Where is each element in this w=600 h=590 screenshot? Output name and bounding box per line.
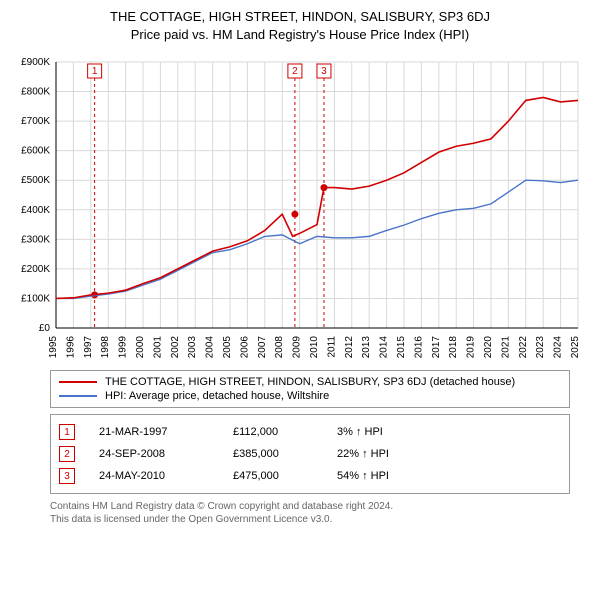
legend-row: THE COTTAGE, HIGH STREET, HINDON, SALISB… xyxy=(59,375,561,389)
chart-area: £0 £100K £200K £300K £400K £500K £600K £700K £80… xyxy=(10,52,590,362)
x-tick-label: 1997 xyxy=(83,336,94,359)
x-tick-label: 2017 xyxy=(431,336,442,359)
y-tick-label: £500K xyxy=(21,176,50,187)
legend-row: HPI: Average price, detached house, Wilt… xyxy=(59,389,561,403)
legend-label: HPI: Average price, detached house, Wilt… xyxy=(105,390,329,402)
x-tick-label: 2025 xyxy=(570,336,581,359)
attribution: Contains HM Land Registry data © Crown c… xyxy=(50,500,570,526)
legend-swatch xyxy=(59,395,97,397)
event-row: 3 24-MAY-2010 £475,000 54% ↑ HPI xyxy=(59,465,561,487)
event-date: 21-MAR-1997 xyxy=(99,426,209,438)
event-price: £385,000 xyxy=(233,448,313,460)
event-row: 2 24-SEP-2008 £385,000 22% ↑ HPI xyxy=(59,443,561,465)
x-tick-label: 2013 xyxy=(361,336,372,359)
attribution-line-2: This data is licensed under the Open Gov… xyxy=(50,513,570,526)
x-tick-label: 2006 xyxy=(239,336,250,359)
event-row: 1 21-MAR-1997 £112,000 3% ↑ HPI xyxy=(59,421,561,443)
x-tick-label: 2021 xyxy=(500,336,511,359)
x-tick-label: 2019 xyxy=(466,336,477,359)
y-tick-label: £300K xyxy=(21,235,50,246)
event-date: 24-MAY-2010 xyxy=(99,470,209,482)
event-marker-number: 2 xyxy=(292,66,298,77)
events-table: 1 21-MAR-1997 £112,000 3% ↑ HPI 2 24-SEP-2008… xyxy=(50,414,570,494)
x-tick-label: 2011 xyxy=(326,336,337,358)
x-tick-label: 2003 xyxy=(187,336,198,359)
x-tick-label: 2022 xyxy=(518,336,529,359)
event-dot xyxy=(291,211,298,218)
x-tick-label: 2012 xyxy=(344,336,355,359)
event-diff: 54% ↑ HPI xyxy=(337,470,447,482)
attribution-line-1: Contains HM Land Registry data © Crown c… xyxy=(50,500,570,513)
y-tick-label: £800K xyxy=(21,87,50,98)
legend: THE COTTAGE, HIGH STREET, HINDON, SALISB… xyxy=(50,370,570,408)
x-tick-label: 1995 xyxy=(48,336,59,359)
event-price: £475,000 xyxy=(233,470,313,482)
x-tick-label: 2000 xyxy=(135,336,146,359)
price-chart: £0 £100K £200K £300K £400K £500K £600K £700K £80… xyxy=(10,52,590,362)
y-tick-label: £100K xyxy=(21,294,50,305)
legend-swatch xyxy=(59,381,97,383)
x-tick-label: 2016 xyxy=(413,336,424,359)
title-line-1: THE COTTAGE, HIGH STREET, HINDON, SALISB… xyxy=(10,8,590,26)
event-marker: 2 xyxy=(59,446,75,462)
chart-container: THE COTTAGE, HIGH STREET, HINDON, SALISB… xyxy=(0,0,600,534)
event-diff: 22% ↑ HPI xyxy=(337,448,447,460)
event-marker-number: 3 xyxy=(321,66,327,77)
x-tick-label: 2008 xyxy=(274,336,285,359)
x-tick-label: 2015 xyxy=(396,336,407,359)
x-tick-label: 2005 xyxy=(222,336,233,359)
x-tick-label: 2020 xyxy=(483,336,494,359)
legend-label: THE COTTAGE, HIGH STREET, HINDON, SALISB… xyxy=(105,376,515,388)
x-tick-label: 1998 xyxy=(100,336,111,359)
event-marker: 1 xyxy=(59,424,75,440)
x-tick-label: 2023 xyxy=(535,336,546,359)
y-tick-label: £0 xyxy=(39,323,51,334)
x-tick-label: 2024 xyxy=(553,336,564,359)
event-diff: 3% ↑ HPI xyxy=(337,426,447,438)
event-date: 24-SEP-2008 xyxy=(99,448,209,460)
y-tick-label: £900K xyxy=(21,57,50,68)
x-tick-label: 2004 xyxy=(205,336,216,359)
y-tick-label: £200K xyxy=(21,264,50,275)
x-tick-label: 2002 xyxy=(170,336,181,359)
x-tick-label: 2014 xyxy=(379,336,390,359)
title-line-2: Price paid vs. HM Land Registry's House … xyxy=(10,26,590,44)
x-tick-label: 2010 xyxy=(309,336,320,359)
x-tick-label: 2007 xyxy=(257,336,268,359)
y-tick-label: £600K xyxy=(21,146,50,157)
event-price: £112,000 xyxy=(233,426,313,438)
x-tick-label: 1999 xyxy=(118,336,129,359)
x-tick-label: 2009 xyxy=(292,336,303,359)
event-marker: 3 xyxy=(59,468,75,484)
y-tick-label: £700K xyxy=(21,116,50,127)
y-tick-label: £400K xyxy=(21,205,50,216)
event-marker-number: 1 xyxy=(92,66,98,77)
x-tick-label: 1996 xyxy=(65,336,76,359)
x-tick-label: 2018 xyxy=(448,336,459,359)
x-tick-label: 2001 xyxy=(152,336,163,359)
